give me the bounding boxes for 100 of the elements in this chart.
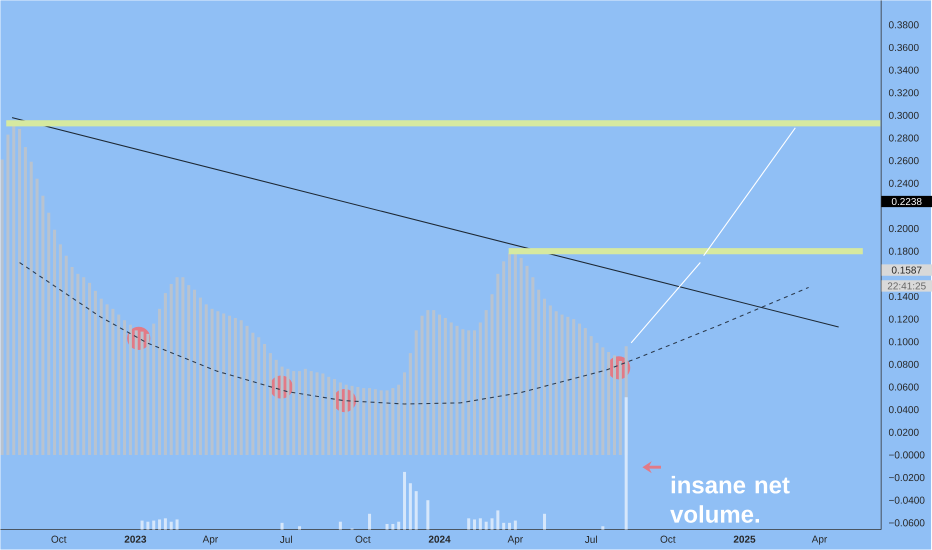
y-tick-label: 0.2000 <box>888 225 919 232</box>
bar <box>391 524 394 530</box>
y-tick-label: 0.3800 <box>888 21 919 29</box>
bar <box>502 523 506 530</box>
y-tick-label: 0.1400 <box>888 293 919 300</box>
bar <box>164 293 167 456</box>
x-tick-label: Apr <box>202 536 218 545</box>
bar <box>338 382 342 456</box>
bar <box>146 522 150 530</box>
bar <box>76 274 80 456</box>
bar <box>478 322 482 456</box>
y-tick-label: −0.0000 <box>889 452 924 459</box>
x-tick-label: Apr <box>508 536 523 545</box>
bar <box>408 353 412 456</box>
y-tick-label: 0.2600 <box>888 157 919 164</box>
bar <box>204 304 208 456</box>
bar <box>496 510 500 530</box>
y-tick-label: 0.0200 <box>888 428 919 436</box>
bar <box>24 147 27 456</box>
bar <box>100 298 103 456</box>
y-tick-label: 0.1000 <box>888 338 919 346</box>
bar <box>36 178 39 456</box>
bar <box>461 329 464 456</box>
bar <box>53 230 56 456</box>
bar <box>490 294 494 456</box>
bar <box>30 162 33 456</box>
bar <box>450 322 453 456</box>
bar <box>280 366 284 456</box>
bar <box>386 390 389 456</box>
bar <box>508 254 512 456</box>
bar <box>618 361 622 456</box>
bar <box>374 389 377 456</box>
bar <box>444 318 447 456</box>
bar <box>310 371 313 456</box>
y-tick-label: 0.3200 <box>888 89 919 96</box>
bar <box>210 309 214 456</box>
bar <box>193 290 196 456</box>
y-tick-label: 0.0400 <box>888 406 919 414</box>
y-tick-label: 0.3400 <box>888 66 919 74</box>
bar <box>298 371 302 456</box>
bar <box>554 311 558 456</box>
bar <box>257 337 260 456</box>
bar <box>397 384 400 456</box>
bar <box>123 320 126 456</box>
bar <box>473 520 476 530</box>
bar <box>391 388 394 456</box>
bar <box>438 314 442 456</box>
bar <box>158 309 162 456</box>
bar <box>566 317 570 456</box>
bar <box>140 332 144 456</box>
bar <box>560 314 564 456</box>
bar <box>181 277 184 456</box>
x-tick-label: Oct <box>660 536 676 543</box>
bar <box>140 520 144 530</box>
bar <box>240 320 243 456</box>
bar <box>572 319 576 456</box>
bar <box>514 520 517 530</box>
bar <box>216 311 220 456</box>
y-tick-label: 0.0800 <box>888 361 919 368</box>
bar <box>403 472 406 530</box>
bar <box>327 377 330 456</box>
bar <box>368 514 372 530</box>
bar <box>432 310 436 456</box>
bar <box>368 388 372 456</box>
y-tick-label: 0.2400 <box>888 180 919 188</box>
bar <box>578 324 582 456</box>
bar <box>403 372 406 456</box>
bar <box>70 267 74 456</box>
bar <box>274 360 278 456</box>
bar <box>502 262 506 456</box>
bar <box>152 520 156 530</box>
bar <box>170 522 173 530</box>
y-tick-label: 0.3600 <box>888 44 919 52</box>
bar <box>386 524 389 530</box>
x-tick-label: Oct <box>51 536 66 543</box>
bar <box>234 318 237 456</box>
bar <box>316 372 319 456</box>
bar <box>414 491 418 530</box>
bar <box>624 397 628 530</box>
bar <box>158 520 162 530</box>
bar <box>176 520 179 530</box>
bar <box>590 336 593 456</box>
bar <box>456 326 459 456</box>
bar <box>82 277 86 456</box>
bar <box>601 348 604 456</box>
y-tick-label: 0.0600 <box>888 384 919 391</box>
bar <box>508 523 512 530</box>
bar <box>58 244 62 456</box>
bar <box>344 384 348 456</box>
bar <box>198 298 202 456</box>
bar <box>117 314 120 456</box>
bar <box>333 379 336 456</box>
bar <box>47 212 50 456</box>
bar <box>380 390 383 456</box>
x-tick-label: Jul <box>280 536 292 544</box>
bar <box>601 526 604 530</box>
x-tick-label: 2024 <box>428 536 451 543</box>
y-tick-label: 0.3000 <box>888 112 919 120</box>
bar <box>298 526 302 530</box>
bar <box>484 310 488 456</box>
